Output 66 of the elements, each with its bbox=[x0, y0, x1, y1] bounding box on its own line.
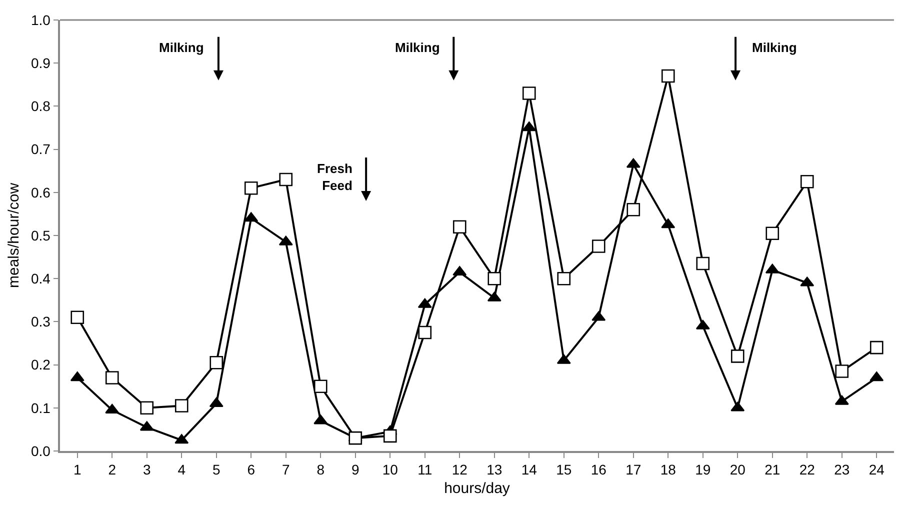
point bbox=[210, 356, 224, 370]
point bbox=[800, 174, 814, 188]
x-tick-label: 8 bbox=[316, 462, 325, 478]
annotation: Milking bbox=[395, 40, 440, 55]
x-tick-label: 16 bbox=[590, 462, 607, 478]
point bbox=[488, 272, 502, 286]
x-tick-label: 18 bbox=[660, 462, 676, 478]
x-tick-label: 9 bbox=[351, 462, 360, 478]
y-tick-label: 0.6 bbox=[30, 184, 51, 200]
x-tick-label: 2 bbox=[108, 462, 116, 478]
x-tick-label: 19 bbox=[695, 462, 711, 478]
x-tick-label: 6 bbox=[247, 462, 256, 478]
x-tick-label: 1 bbox=[73, 462, 82, 478]
y-tick-label: 0.3 bbox=[30, 314, 51, 330]
point bbox=[835, 364, 849, 378]
x-tick-label: 7 bbox=[282, 462, 290, 478]
x-tick-label: 22 bbox=[799, 462, 816, 478]
point bbox=[174, 399, 188, 412]
x-tick-label: 12 bbox=[452, 462, 468, 478]
point bbox=[766, 226, 780, 240]
point bbox=[696, 256, 710, 270]
point bbox=[592, 240, 606, 253]
x-tick-label: 10 bbox=[382, 462, 398, 478]
point bbox=[870, 340, 884, 354]
x-axis-title: hours/day bbox=[444, 480, 510, 498]
x-tick-label: 24 bbox=[868, 462, 885, 478]
x-tick-label: 20 bbox=[730, 462, 746, 478]
point bbox=[452, 220, 466, 234]
x-tick-label: 4 bbox=[178, 462, 186, 478]
point bbox=[557, 272, 571, 286]
point bbox=[314, 380, 328, 393]
point bbox=[244, 181, 258, 195]
annotation: Milking bbox=[752, 40, 797, 55]
y-tick-label: 0.9 bbox=[30, 55, 51, 71]
x-tick-label: 17 bbox=[626, 462, 642, 478]
y-tick-label: 0.8 bbox=[30, 98, 51, 114]
y-tick-label: 0.4 bbox=[30, 270, 51, 286]
point bbox=[730, 350, 744, 363]
y-tick-label: 0.2 bbox=[30, 356, 51, 373]
point bbox=[348, 431, 362, 445]
y-tick-label: 0.0 bbox=[30, 442, 51, 459]
point bbox=[418, 326, 432, 340]
annotation: Fresh Feed bbox=[317, 161, 352, 193]
point bbox=[383, 429, 397, 443]
x-tick-label: 15 bbox=[556, 462, 572, 478]
point bbox=[626, 202, 640, 216]
x-tick-label: 21 bbox=[764, 462, 780, 478]
point bbox=[522, 86, 536, 100]
annotation: Milking bbox=[159, 40, 204, 55]
x-tick-label: 13 bbox=[486, 462, 502, 478]
point bbox=[70, 310, 84, 324]
y-tick-label: 0.7 bbox=[30, 141, 51, 158]
y-tick-label: 1.0 bbox=[30, 12, 51, 28]
point bbox=[279, 172, 293, 186]
point bbox=[452, 266, 467, 276]
y-tick-label: 0.1 bbox=[30, 400, 51, 416]
y-tick-label: 0.5 bbox=[30, 227, 51, 244]
x-tick-label: 3 bbox=[142, 462, 151, 478]
x-tick-label: 5 bbox=[212, 462, 220, 478]
x-tick-label: 23 bbox=[834, 462, 850, 478]
x-tick-label: 11 bbox=[418, 462, 432, 478]
y-axis-title: meals/hour/cow bbox=[6, 182, 23, 288]
point bbox=[661, 69, 675, 83]
point bbox=[140, 401, 154, 415]
x-tick-label: 14 bbox=[521, 462, 538, 478]
point bbox=[105, 371, 119, 384]
